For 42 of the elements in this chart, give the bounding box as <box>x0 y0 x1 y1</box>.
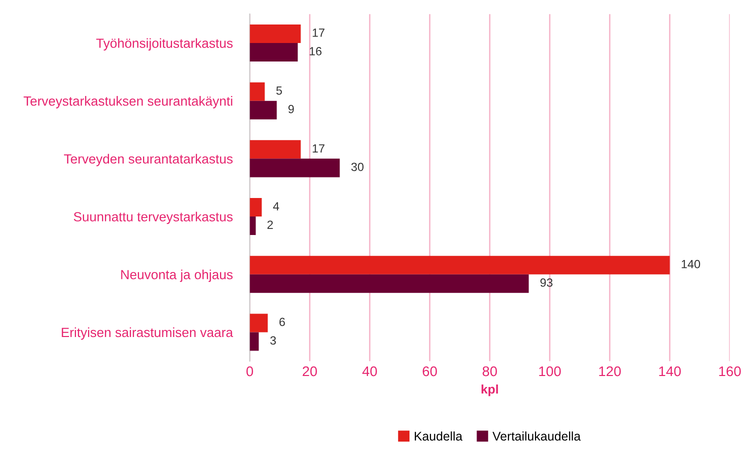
bar <box>250 332 259 351</box>
data-label: 16 <box>310 47 322 56</box>
data-label: 9 <box>288 104 294 114</box>
x-tick-label: 160 <box>719 366 741 376</box>
x-axis-title: kpl <box>482 384 498 396</box>
y-tick-label: Neuvonta ja ohjaus <box>121 270 233 282</box>
bar <box>250 24 301 43</box>
bar <box>250 314 268 332</box>
y-tick-label: Työhönsijoitustarkastus <box>96 38 233 51</box>
legend-label: Vertailukaudella <box>492 431 581 441</box>
x-tick-label: 80 <box>482 366 497 376</box>
legend-label: Kaudella <box>414 431 462 441</box>
bar <box>250 82 265 101</box>
x-tick-label: 120 <box>599 366 621 376</box>
data-label: 140 <box>682 260 700 268</box>
x-tick-label: 100 <box>539 366 561 376</box>
y-tick-label: Suunnattu terveystarkastus <box>74 212 233 224</box>
data-label: 2 <box>267 220 273 229</box>
data-label: 5 <box>276 86 282 95</box>
y-tick-label: Terveystarkastuksen seurantakäynti <box>24 96 232 108</box>
data-label: 6 <box>279 318 285 326</box>
data-label: 30 <box>351 162 364 172</box>
x-tick-label: 140 <box>659 366 681 376</box>
data-label: 17 <box>312 28 324 37</box>
y-tick-label: Erityisen sairastumisen vaara <box>62 327 234 340</box>
y-tick-label: Terveyden seurantatarkastus <box>64 154 233 166</box>
data-label: 4 <box>273 202 280 210</box>
bar <box>250 140 301 159</box>
data-label: 17 <box>312 144 324 152</box>
bar <box>250 42 298 62</box>
x-tick-label: 0 <box>246 366 254 376</box>
bar <box>250 274 529 293</box>
bar <box>250 216 256 236</box>
bar <box>250 100 277 120</box>
bar <box>250 198 262 217</box>
x-tick-label: 60 <box>422 366 437 376</box>
x-tick-label: 20 <box>302 366 317 376</box>
bar <box>250 256 670 274</box>
data-label: 93 <box>540 278 552 287</box>
bar <box>250 158 340 178</box>
x-tick-label: 40 <box>362 366 377 376</box>
data-label: 3 <box>270 336 276 345</box>
